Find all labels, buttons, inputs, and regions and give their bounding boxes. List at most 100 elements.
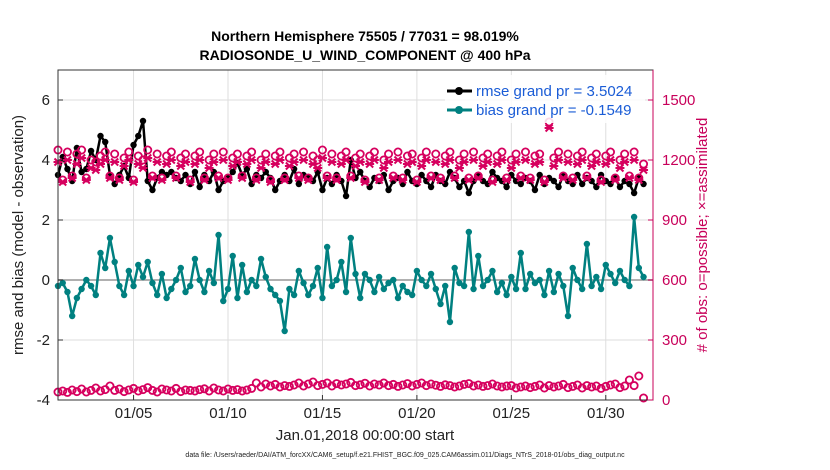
obs-possible-marker bbox=[143, 145, 153, 155]
obs-assimilated-marker bbox=[610, 175, 620, 185]
data-point bbox=[446, 318, 454, 326]
y-tick-label: 4 bbox=[42, 152, 50, 169]
y-right-tick-label: 600 bbox=[662, 272, 687, 289]
obs-assimilated-marker bbox=[487, 177, 497, 187]
obs-possible-marker bbox=[124, 147, 134, 157]
obs-possible-marker bbox=[58, 386, 68, 396]
obs-assimilated-marker bbox=[355, 157, 365, 167]
obs-assimilated-marker bbox=[275, 155, 285, 165]
obs-possible-marker bbox=[606, 147, 616, 157]
obs-possible-marker bbox=[473, 380, 483, 390]
data-point bbox=[323, 243, 331, 251]
obs-possible-marker bbox=[171, 171, 181, 181]
obs-assimilated-marker bbox=[218, 155, 228, 165]
obs-possible-marker bbox=[105, 171, 115, 181]
data-point bbox=[512, 177, 520, 185]
obs-assimilated-marker bbox=[294, 173, 304, 183]
data-point bbox=[248, 276, 255, 284]
obs-possible-marker bbox=[176, 387, 186, 397]
obs-possible-marker bbox=[86, 155, 96, 165]
obs-assimilated-marker bbox=[67, 173, 77, 183]
data-point bbox=[130, 141, 137, 149]
obs-possible-marker bbox=[582, 381, 592, 391]
obs-assimilated-marker bbox=[521, 155, 530, 165]
data-point bbox=[319, 186, 326, 194]
y-right-tick-label: 0 bbox=[662, 392, 670, 409]
obs-possible-marker bbox=[209, 149, 219, 159]
data-point bbox=[357, 168, 364, 176]
obs-possible-marker bbox=[502, 381, 512, 391]
obs-assimilated-marker bbox=[431, 157, 441, 167]
obs-possible-marker bbox=[105, 381, 115, 391]
obs-possible-marker bbox=[261, 379, 271, 389]
data-point bbox=[97, 249, 104, 257]
obs-possible-marker bbox=[218, 147, 228, 157]
y-tick-label: -2 bbox=[37, 332, 50, 349]
obs-possible-marker bbox=[402, 379, 412, 389]
obs-possible-marker bbox=[435, 381, 445, 391]
data-point bbox=[475, 252, 482, 260]
obs-possible-marker bbox=[421, 381, 431, 391]
data-point bbox=[347, 234, 354, 242]
data-point bbox=[616, 183, 624, 191]
data-point bbox=[106, 234, 114, 242]
obs-possible-marker bbox=[294, 171, 304, 181]
data-point bbox=[564, 312, 572, 320]
data-point bbox=[489, 168, 496, 176]
y-axis-label-right: # of obs: o=possible; ×=assimilated bbox=[694, 118, 711, 353]
obs-assimilated-marker bbox=[544, 123, 554, 133]
obs-possible-marker bbox=[445, 147, 455, 157]
data-point bbox=[541, 291, 548, 299]
data-point bbox=[432, 285, 439, 293]
obs-possible-marker bbox=[521, 147, 531, 157]
obs-assimilated-marker bbox=[181, 157, 190, 167]
obs-possible-marker bbox=[426, 379, 436, 389]
legend-bias-label: bias grand pr = -0.1549 bbox=[476, 102, 632, 119]
obs-possible-marker bbox=[365, 381, 375, 391]
data-point bbox=[612, 279, 619, 287]
obs-assimilated-marker bbox=[261, 157, 271, 167]
data-point bbox=[550, 288, 558, 296]
data-point bbox=[243, 165, 251, 173]
obs-possible-marker bbox=[398, 173, 408, 183]
y-axis-label: rmse and bias (model - observation) bbox=[10, 115, 27, 355]
obs-possible-marker bbox=[67, 385, 77, 395]
obs-possible-marker bbox=[355, 149, 365, 159]
data-point bbox=[172, 276, 180, 284]
axes: 01/05 01/10 01/15 01/20 01/25 01/30 -4 -2 0 2 4 6 0 3… bbox=[37, 69, 695, 422]
data-point bbox=[182, 171, 189, 179]
obs-assimilated-marker bbox=[426, 173, 436, 183]
obs-assimilated-marker bbox=[483, 157, 493, 167]
data-point bbox=[78, 168, 85, 176]
data-point bbox=[442, 282, 449, 290]
data-point bbox=[531, 186, 539, 194]
data-point bbox=[545, 267, 553, 275]
obs-possible-marker bbox=[209, 383, 219, 393]
data-point bbox=[569, 264, 576, 272]
data-point bbox=[201, 288, 208, 296]
obs-possible-marker bbox=[554, 147, 564, 157]
obs-possible-marker bbox=[190, 386, 200, 396]
data-point bbox=[64, 165, 71, 173]
data-point bbox=[366, 276, 373, 284]
data-point bbox=[484, 276, 491, 284]
obs-possible-marker bbox=[445, 381, 455, 391]
data-point bbox=[333, 276, 340, 284]
obs-possible-marker bbox=[568, 173, 578, 183]
data-point bbox=[149, 279, 156, 287]
obs-assimilated-marker bbox=[332, 175, 342, 185]
obs-assimilated-marker bbox=[299, 155, 309, 165]
obs-possible-marker bbox=[558, 171, 568, 181]
obs-possible-marker bbox=[516, 171, 526, 181]
data-point bbox=[423, 177, 430, 185]
obs-assimilated-marker bbox=[280, 175, 290, 185]
obs-possible-marker bbox=[62, 387, 72, 397]
data-point bbox=[102, 264, 109, 272]
data-point bbox=[460, 282, 468, 290]
obs-assimilated-marker bbox=[634, 175, 644, 185]
data-point bbox=[517, 249, 524, 257]
obs-assimilated-marker bbox=[596, 177, 606, 187]
obs-assimilated-marker bbox=[421, 155, 431, 165]
obs-possible-marker bbox=[521, 381, 531, 391]
